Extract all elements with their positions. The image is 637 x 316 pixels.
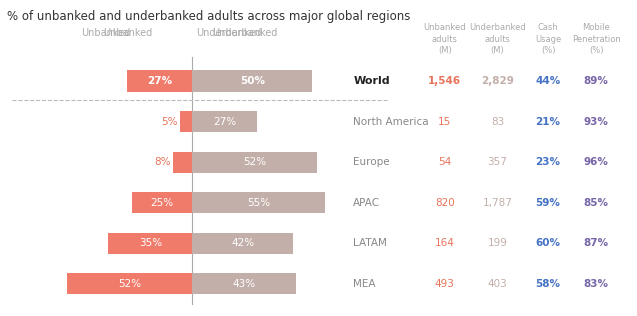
Text: 93%: 93% (583, 117, 608, 126)
Text: Mobile
Penetration
(%): Mobile Penetration (%) (572, 23, 620, 55)
Text: Cash
Usage
(%): Cash Usage (%) (535, 23, 561, 55)
Text: 27%: 27% (213, 117, 236, 126)
Text: 15: 15 (438, 117, 452, 126)
Text: 55%: 55% (247, 198, 270, 208)
Text: Underbanked: Underbanked (213, 28, 278, 39)
Text: 493: 493 (435, 279, 455, 289)
Text: 52%: 52% (118, 279, 141, 289)
Text: 27%: 27% (147, 76, 173, 86)
Text: 164: 164 (435, 238, 455, 248)
Text: 403: 403 (488, 279, 508, 289)
Text: MEA: MEA (354, 279, 376, 289)
Text: 42%: 42% (231, 238, 254, 248)
FancyBboxPatch shape (180, 111, 192, 132)
Text: World: World (354, 76, 390, 86)
FancyBboxPatch shape (192, 192, 324, 213)
FancyBboxPatch shape (192, 233, 293, 254)
Text: Unbanked: Unbanked (81, 28, 131, 39)
Text: 52%: 52% (243, 157, 266, 167)
Text: 59%: 59% (536, 198, 561, 208)
Text: Unbanked: Unbanked (103, 28, 152, 39)
Text: 199: 199 (488, 238, 508, 248)
Text: 1,546: 1,546 (428, 76, 461, 86)
Text: 96%: 96% (583, 157, 608, 167)
Text: 83: 83 (491, 117, 505, 126)
Text: 5%: 5% (161, 117, 178, 126)
FancyBboxPatch shape (127, 70, 192, 92)
Text: 54: 54 (438, 157, 452, 167)
Text: APAC: APAC (354, 198, 380, 208)
FancyBboxPatch shape (192, 70, 313, 92)
FancyBboxPatch shape (192, 273, 296, 294)
Text: 35%: 35% (139, 238, 162, 248)
Text: Underbanked
adults
(M): Underbanked adults (M) (469, 23, 526, 55)
Text: 23%: 23% (536, 157, 561, 167)
Text: 44%: 44% (536, 76, 561, 86)
Text: 8%: 8% (154, 157, 171, 167)
Text: 357: 357 (488, 157, 508, 167)
Text: 87%: 87% (583, 238, 609, 248)
Text: 25%: 25% (151, 198, 174, 208)
Text: 85%: 85% (583, 198, 608, 208)
Text: 43%: 43% (233, 279, 255, 289)
FancyBboxPatch shape (68, 273, 192, 294)
Text: LATAM: LATAM (354, 238, 387, 248)
FancyBboxPatch shape (173, 151, 192, 173)
Text: % of unbanked and underbanked adults across major global regions: % of unbanked and underbanked adults acr… (7, 10, 411, 23)
Text: 50%: 50% (240, 76, 265, 86)
Text: Unbanked
adults
(M): Unbanked adults (M) (424, 23, 466, 55)
FancyBboxPatch shape (192, 111, 257, 132)
FancyBboxPatch shape (108, 233, 192, 254)
Text: 820: 820 (435, 198, 455, 208)
Text: 89%: 89% (583, 76, 608, 86)
FancyBboxPatch shape (192, 151, 317, 173)
Text: 58%: 58% (536, 279, 561, 289)
Text: Europe: Europe (354, 157, 390, 167)
Text: 21%: 21% (536, 117, 561, 126)
Text: North America: North America (354, 117, 429, 126)
Text: 83%: 83% (583, 279, 608, 289)
FancyBboxPatch shape (132, 192, 192, 213)
Text: 1,787: 1,787 (483, 198, 513, 208)
Text: Underbanked: Underbanked (196, 28, 261, 39)
Text: 2,829: 2,829 (481, 76, 514, 86)
Text: 60%: 60% (536, 238, 561, 248)
